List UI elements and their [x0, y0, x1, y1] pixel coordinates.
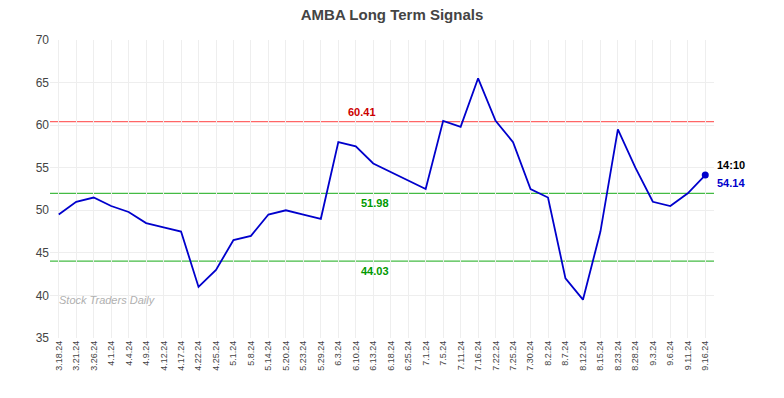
svg-text:54.14: 54.14 [717, 177, 745, 189]
svg-text:45: 45 [36, 246, 50, 260]
svg-text:9.6.24: 9.6.24 [665, 341, 675, 366]
svg-text:8.2.24: 8.2.24 [543, 341, 553, 366]
svg-text:9.3.24: 9.3.24 [648, 341, 658, 366]
svg-text:8.12.24: 8.12.24 [578, 341, 588, 371]
svg-text:7.30.24: 7.30.24 [525, 341, 535, 371]
svg-text:7.1.24: 7.1.24 [421, 341, 431, 366]
svg-text:7.16.24: 7.16.24 [473, 341, 483, 371]
svg-text:8.28.24: 8.28.24 [630, 341, 640, 371]
svg-text:4.25.24: 4.25.24 [211, 341, 221, 371]
svg-text:70: 70 [36, 33, 50, 47]
svg-text:AMBA Long Term Signals: AMBA Long Term Signals [301, 6, 484, 23]
svg-text:5.8.24: 5.8.24 [246, 341, 256, 366]
svg-text:7.25.24: 7.25.24 [508, 341, 518, 371]
svg-text:4.17.24: 4.17.24 [176, 341, 186, 371]
svg-text:8.15.24: 8.15.24 [595, 341, 605, 371]
svg-text:3.18.24: 3.18.24 [54, 341, 64, 371]
svg-text:55: 55 [36, 161, 50, 175]
svg-text:6.18.24: 6.18.24 [386, 341, 396, 371]
svg-text:4.12.24: 4.12.24 [159, 341, 169, 371]
svg-text:5.14.24: 5.14.24 [263, 341, 273, 371]
svg-text:7.5.24: 7.5.24 [438, 341, 448, 366]
svg-text:6.10.24: 6.10.24 [351, 341, 361, 371]
svg-text:7.22.24: 7.22.24 [491, 341, 501, 371]
svg-text:3.21.24: 3.21.24 [71, 341, 81, 371]
svg-text:8.7.24: 8.7.24 [560, 341, 570, 366]
svg-text:4.22.24: 4.22.24 [193, 341, 203, 371]
svg-text:9.11.24: 9.11.24 [683, 341, 693, 370]
svg-text:8.23.24: 8.23.24 [613, 341, 623, 371]
svg-text:65: 65 [36, 76, 50, 90]
svg-text:3.26.24: 3.26.24 [89, 341, 99, 371]
svg-text:Stock Traders Daily: Stock Traders Daily [59, 294, 156, 306]
svg-text:5.1.24: 5.1.24 [228, 341, 238, 366]
svg-text:50: 50 [36, 203, 50, 217]
svg-text:5.29.24: 5.29.24 [316, 341, 326, 371]
svg-text:35: 35 [36, 331, 50, 345]
svg-text:7.11.24: 7.11.24 [456, 341, 466, 370]
svg-text:4.1.24: 4.1.24 [106, 341, 116, 366]
svg-text:44.03: 44.03 [361, 265, 389, 277]
svg-text:40: 40 [36, 289, 50, 303]
svg-text:5.20.24: 5.20.24 [281, 341, 291, 371]
svg-text:6.13.24: 6.13.24 [368, 341, 378, 371]
svg-text:9.16.24: 9.16.24 [700, 341, 710, 371]
svg-text:5.23.24: 5.23.24 [298, 341, 308, 371]
svg-text:6.3.24: 6.3.24 [333, 341, 343, 366]
svg-text:60: 60 [36, 118, 50, 132]
svg-text:4.9.24: 4.9.24 [141, 341, 151, 366]
svg-text:51.98: 51.98 [361, 197, 389, 209]
svg-text:60.41: 60.41 [348, 106, 376, 118]
svg-text:4.4.24: 4.4.24 [124, 341, 134, 366]
svg-text:14:10: 14:10 [717, 159, 745, 171]
svg-text:6.25.24: 6.25.24 [403, 341, 413, 371]
